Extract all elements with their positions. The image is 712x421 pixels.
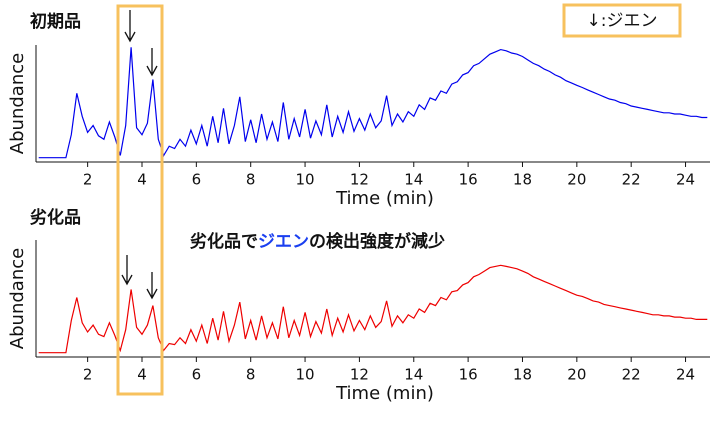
x-tick-label: 20 bbox=[567, 171, 586, 189]
x-tick-label: 18 bbox=[513, 366, 532, 384]
x-tick-label: 24 bbox=[676, 366, 695, 384]
x-tick-label: 4 bbox=[137, 366, 147, 384]
arrow bbox=[124, 10, 136, 43]
annotation: 劣化品でジエンの検出強度が減少 bbox=[190, 231, 445, 252]
x-tick-label: 14 bbox=[404, 366, 423, 384]
x-tick-label: 8 bbox=[246, 171, 256, 189]
y-axis-label: Abundance bbox=[7, 248, 28, 349]
annotation-part: の検出強度が減少 bbox=[309, 231, 445, 252]
x-tick-label: 12 bbox=[350, 171, 369, 189]
x-tick-label: 8 bbox=[246, 366, 256, 384]
x-tick-label: 18 bbox=[513, 171, 532, 189]
x-tick-label: 22 bbox=[622, 171, 641, 189]
chart-title: 初期品 bbox=[30, 11, 81, 32]
arrow bbox=[146, 272, 158, 300]
arrow bbox=[146, 48, 158, 77]
x-tick-label: 16 bbox=[459, 366, 478, 384]
legend-note: ↓:ジエン bbox=[587, 11, 658, 31]
x-tick-label: 12 bbox=[350, 366, 369, 384]
highlight-box bbox=[116, 4, 164, 396]
x-tick-label: 16 bbox=[459, 171, 478, 189]
x-axis-label: Time (min) bbox=[335, 188, 434, 209]
x-tick-label: 6 bbox=[192, 171, 202, 189]
x-tick-label: 14 bbox=[404, 171, 423, 189]
x-tick-label: 2 bbox=[83, 171, 93, 189]
data-line bbox=[38, 47, 708, 159]
data-line bbox=[38, 264, 708, 354]
chart-title: 劣化品 bbox=[30, 207, 81, 228]
x-axis-label: Time (min) bbox=[335, 383, 434, 404]
annotation-part: 劣化品で bbox=[190, 231, 258, 252]
x-tick-label: 20 bbox=[567, 366, 586, 384]
arrows bbox=[121, 10, 158, 300]
x-tick-label: 2 bbox=[83, 366, 93, 384]
x-tick-label: 10 bbox=[296, 171, 315, 189]
arrow bbox=[121, 255, 133, 286]
x-tick-label: 10 bbox=[296, 366, 315, 384]
x-tick-label: 4 bbox=[137, 171, 147, 189]
legend-box bbox=[562, 3, 682, 38]
x-tick-label: 6 bbox=[192, 366, 202, 384]
annotation-part: ジエン bbox=[258, 232, 309, 252]
y-axis-label: Abundance bbox=[7, 53, 28, 154]
x-tick-label: 24 bbox=[676, 171, 695, 189]
x-tick-label: 22 bbox=[622, 366, 641, 384]
